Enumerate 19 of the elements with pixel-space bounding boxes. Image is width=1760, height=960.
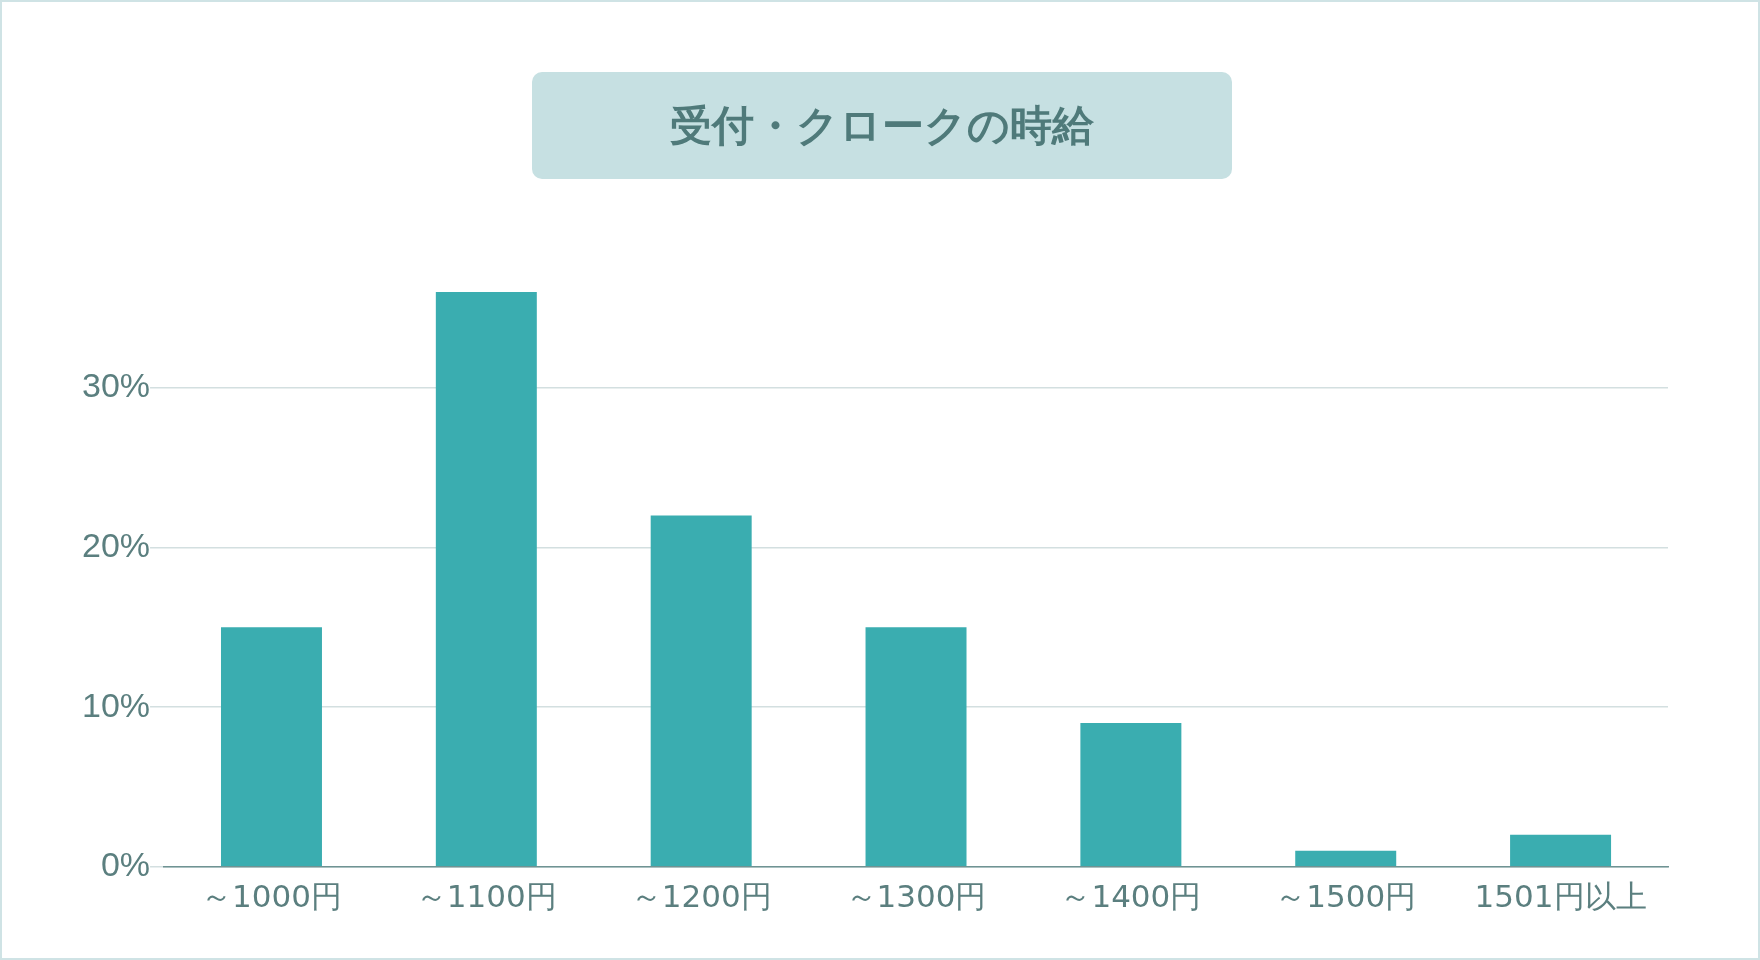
bar xyxy=(1510,834,1612,867)
y-tick-label: 10% xyxy=(81,685,151,724)
y-tick-label: 0% xyxy=(100,845,151,884)
x-tick-label: ～1500円 xyxy=(1275,878,1417,915)
x-tick-label: ～1100円 xyxy=(415,878,557,915)
bar xyxy=(1295,850,1397,867)
y-tick-label: 30% xyxy=(81,366,151,405)
bar xyxy=(435,292,537,867)
bar xyxy=(220,627,322,867)
chart-title: 受付・クロークの時給 xyxy=(532,72,1232,179)
bar xyxy=(865,627,967,867)
x-tick-label: ～1400円 xyxy=(1060,878,1202,915)
y-tick-label: 20% xyxy=(81,525,151,564)
x-tick-label: 1501円以上 xyxy=(1474,878,1647,915)
x-tick-label: ～1200円 xyxy=(630,878,772,915)
x-tick-label: ～1300円 xyxy=(845,878,987,915)
bar xyxy=(1080,723,1182,867)
x-tick-label: ～1000円 xyxy=(201,878,342,915)
bar xyxy=(650,515,752,867)
